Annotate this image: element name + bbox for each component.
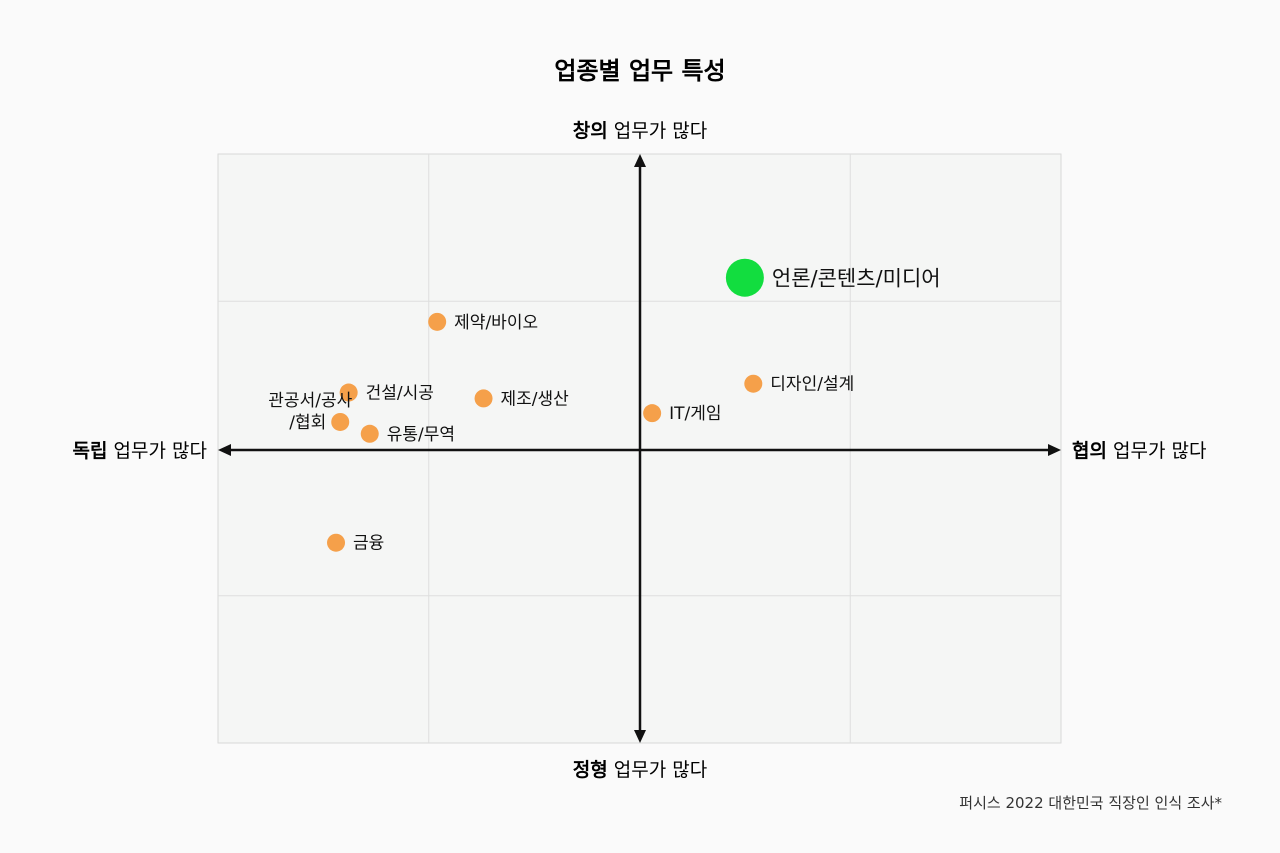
axis-label-bottom: 정형 업무가 많다 (573, 759, 707, 781)
data-point (725, 258, 764, 297)
data-point-label: 제약/바이오 (454, 313, 538, 333)
data-point-label: 언론/콘텐츠/미디어 (772, 267, 941, 291)
data-point (643, 404, 662, 423)
data-point (744, 374, 763, 393)
data-point-label: IT/게임 (669, 404, 721, 424)
data-point (339, 383, 358, 402)
data-point (331, 412, 350, 431)
data-point-label: 건설/시공 (366, 384, 434, 404)
chart-title: 업종별 업무 특성 (554, 57, 725, 85)
x-axis-arrow-left (218, 444, 231, 456)
axis-label-bottom-bold: 정형 (573, 759, 608, 781)
axis-label-top: 창의 업무가 많다 (573, 120, 707, 142)
data-point (327, 533, 346, 552)
data-point (428, 312, 447, 331)
axis-label-right-rest: 업무가 많다 (1107, 440, 1206, 462)
axis-label-top-bold: 창의 (573, 120, 608, 142)
axis-label-left: 독립 업무가 많다 (73, 440, 207, 462)
axis-label-left-rest: 업무가 많다 (108, 440, 207, 462)
data-point (474, 389, 493, 408)
y-axis-arrow-top (634, 154, 646, 167)
data-point-label: 금융 (353, 534, 384, 554)
axis-label-right: 협의 업무가 많다 (1072, 440, 1206, 462)
data-point (360, 424, 379, 443)
x-axis-arrow-right (1048, 444, 1061, 456)
y-axis-arrow-bottom (634, 730, 646, 743)
data-point-label: 제조/생산 (501, 389, 570, 409)
data-point-label: 디자인/설계 (770, 375, 854, 395)
axis-label-top-rest: 업무가 많다 (608, 120, 707, 142)
axis-label-left-bold: 독립 (73, 440, 108, 462)
data-point-label: 관공서/공사/협회 (268, 391, 352, 433)
axis-label-right-bold: 협의 (1072, 440, 1107, 462)
axis-label-bottom-rest: 업무가 많다 (608, 759, 707, 781)
data-point-label: 유통/무역 (387, 425, 455, 445)
source-note: 퍼시스 2022 대한민국 직장인 인식 조사* (959, 794, 1222, 812)
